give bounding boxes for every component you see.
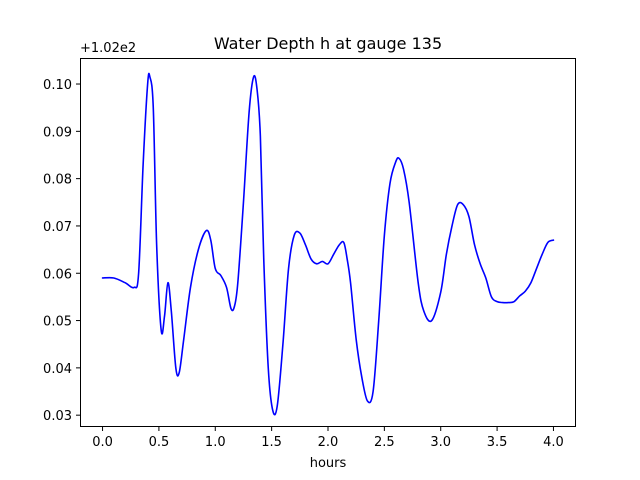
y-tick-label: 0.10: [43, 78, 72, 93]
y-tick-label: 0.09: [43, 125, 72, 140]
y-tick-label: 0.05: [43, 315, 72, 330]
y-tick-label: 0.04: [43, 362, 72, 377]
x-axis-label: hours: [310, 456, 347, 471]
plot-frame: [80, 58, 576, 427]
x-tick-label: 1.0: [205, 435, 226, 450]
x-ticks: 0.0 0.5 1.0 1.5 2.0 2.5 3.0 3.5 4.0: [92, 427, 564, 450]
y-tick-label: 0.08: [43, 173, 72, 188]
x-tick-label: 0.0: [92, 435, 113, 450]
x-tick-label: 4.0: [543, 435, 564, 450]
x-tick-label: 1.5: [261, 435, 282, 450]
series-line: [101, 72, 555, 416]
y-tick-label: 0.03: [43, 409, 72, 424]
series-layer: [101, 72, 555, 416]
chart-title: Water Depth h at gauge 135: [214, 34, 442, 53]
y-offset-label: +1.02e2: [80, 41, 136, 56]
x-tick-label: 2.0: [318, 435, 339, 450]
y-tick-label: 0.06: [43, 267, 72, 282]
x-tick-label: 3.0: [430, 435, 451, 450]
x-tick-label: 0.5: [149, 435, 170, 450]
y-ticks: 0.03 0.04 0.05 0.06 0.07 0.08 0.09 0.10: [43, 78, 80, 424]
y-tick-label: 0.07: [43, 220, 72, 235]
x-tick-label: 2.5: [374, 435, 395, 450]
plot-area: [80, 58, 576, 427]
x-tick-label: 3.5: [487, 435, 508, 450]
